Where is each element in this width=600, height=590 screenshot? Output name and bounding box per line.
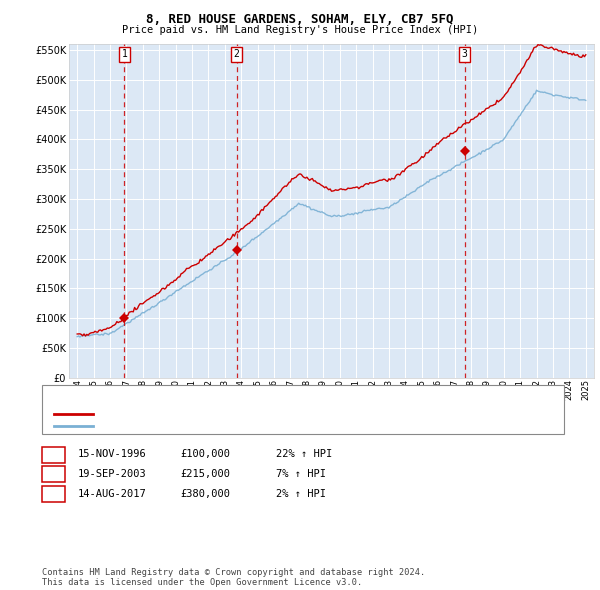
Text: 1: 1	[122, 49, 127, 59]
Text: 3: 3	[462, 49, 467, 59]
Text: 22% ↑ HPI: 22% ↑ HPI	[276, 450, 332, 459]
Text: 7% ↑ HPI: 7% ↑ HPI	[276, 469, 326, 478]
Text: 2% ↑ HPI: 2% ↑ HPI	[276, 489, 326, 499]
Text: Price paid vs. HM Land Registry's House Price Index (HPI): Price paid vs. HM Land Registry's House …	[122, 25, 478, 35]
Text: 8, RED HOUSE GARDENS, SOHAM, ELY, CB7 5FQ: 8, RED HOUSE GARDENS, SOHAM, ELY, CB7 5F…	[146, 13, 454, 26]
Text: 2: 2	[234, 49, 239, 59]
Text: £100,000: £100,000	[180, 450, 230, 459]
Text: 14-AUG-2017: 14-AUG-2017	[78, 489, 147, 499]
Text: 2: 2	[50, 469, 57, 478]
Text: HPI: Average price, detached house, East Cambridgeshire: HPI: Average price, detached house, East…	[99, 421, 415, 431]
Text: 8, RED HOUSE GARDENS, SOHAM, ELY, CB7 5FQ (detached house): 8, RED HOUSE GARDENS, SOHAM, ELY, CB7 5F…	[99, 409, 433, 419]
Text: 15-NOV-1996: 15-NOV-1996	[78, 450, 147, 459]
Text: £380,000: £380,000	[180, 489, 230, 499]
Text: Contains HM Land Registry data © Crown copyright and database right 2024.
This d: Contains HM Land Registry data © Crown c…	[42, 568, 425, 587]
Text: 1: 1	[50, 450, 57, 459]
Text: £215,000: £215,000	[180, 469, 230, 478]
Text: 3: 3	[50, 489, 57, 499]
Text: 19-SEP-2003: 19-SEP-2003	[78, 469, 147, 478]
